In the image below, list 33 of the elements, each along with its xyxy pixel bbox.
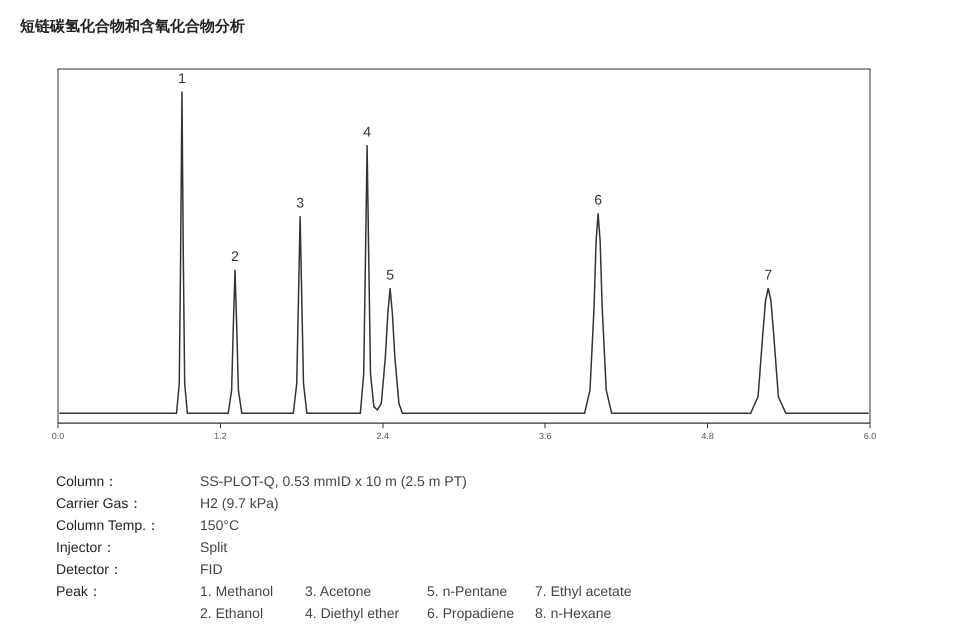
x-tick-label: 1.2 xyxy=(214,431,227,442)
text: Injector： xyxy=(56,538,117,556)
text: Detector： xyxy=(56,560,124,578)
annotation: 5 xyxy=(386,266,394,282)
annotation: 2 xyxy=(231,248,240,264)
annotation: 4 xyxy=(363,124,372,140)
text: 7. Ethyl acetate xyxy=(535,582,632,600)
text: 4. Diethyl ether xyxy=(305,604,400,622)
text: 5. n-Pentane xyxy=(427,582,508,600)
x-tick-label: 2.4 xyxy=(376,431,390,442)
x-tick-label: 0.0 xyxy=(52,431,64,442)
text: Column： xyxy=(56,472,120,490)
text: 3. Acetone xyxy=(305,582,372,600)
annotation: 6 xyxy=(594,192,602,208)
text: 6. Propadiene xyxy=(427,604,516,622)
chart-title: 短链碳氢化合物和含氧化合物分析 xyxy=(20,17,245,36)
text: Column Temp.： xyxy=(56,516,162,534)
annotation: 7 xyxy=(764,266,772,282)
text: 2. Ethanol xyxy=(200,604,264,622)
text: H2 (9.7 kPa) xyxy=(200,494,280,512)
x-tick-label: 3.6 xyxy=(538,431,552,442)
x-tick-label: 6.0 xyxy=(864,431,876,442)
text: FID xyxy=(200,560,224,578)
text: SS-PLOT-Q, 0.53 mmID x 10 m (2.5 m PT) xyxy=(200,472,468,490)
text: 1. Methanol xyxy=(200,582,274,600)
annotation: 3 xyxy=(296,194,304,210)
text: 150°C xyxy=(200,516,240,534)
text: 8. n-Hexane xyxy=(535,604,612,622)
annotation: 1 xyxy=(178,70,186,86)
text: Peak： xyxy=(56,582,103,600)
x-tick-label: 4.8 xyxy=(701,431,714,442)
text: Split xyxy=(200,538,228,556)
text: Carrier Gas： xyxy=(56,494,144,512)
